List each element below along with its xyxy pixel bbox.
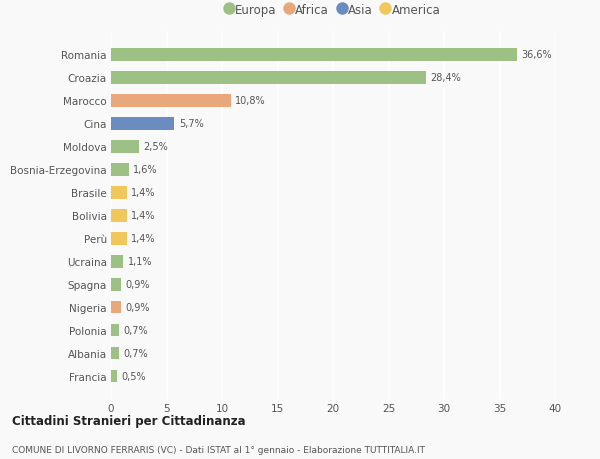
Text: 28,4%: 28,4%: [431, 73, 461, 83]
Bar: [111, 72, 426, 84]
Text: 1,1%: 1,1%: [128, 257, 152, 267]
Bar: [111, 370, 116, 383]
Text: Cittadini Stranieri per Cittadinanza: Cittadini Stranieri per Cittadinanza: [12, 414, 245, 428]
Bar: [111, 209, 127, 222]
Text: 1,4%: 1,4%: [131, 211, 155, 221]
Bar: [111, 118, 174, 130]
Text: 1,4%: 1,4%: [131, 188, 155, 198]
Bar: [111, 95, 231, 107]
Text: 0,9%: 0,9%: [125, 280, 150, 290]
Text: 0,7%: 0,7%: [123, 325, 148, 336]
Legend: Europa, Africa, Asia, America: Europa, Africa, Asia, America: [223, 1, 443, 19]
Bar: [111, 140, 139, 153]
Text: 0,9%: 0,9%: [125, 302, 150, 313]
Bar: [111, 255, 123, 268]
Bar: [111, 347, 119, 360]
Text: 0,7%: 0,7%: [123, 348, 148, 358]
Bar: [111, 186, 127, 199]
Text: 10,8%: 10,8%: [235, 96, 266, 106]
Text: 1,4%: 1,4%: [131, 234, 155, 244]
Bar: [111, 232, 127, 245]
Text: 36,6%: 36,6%: [522, 50, 553, 60]
Bar: [111, 301, 121, 314]
Bar: [111, 278, 121, 291]
Bar: [111, 163, 129, 176]
Text: 0,5%: 0,5%: [121, 371, 146, 381]
Text: 2,5%: 2,5%: [143, 142, 168, 152]
Text: COMUNE DI LIVORNO FERRARIS (VC) - Dati ISTAT al 1° gennaio - Elaborazione TUTTIT: COMUNE DI LIVORNO FERRARIS (VC) - Dati I…: [12, 445, 425, 454]
Bar: [111, 49, 517, 62]
Text: 5,7%: 5,7%: [179, 119, 203, 129]
Bar: [111, 324, 119, 337]
Text: 1,6%: 1,6%: [133, 165, 158, 175]
